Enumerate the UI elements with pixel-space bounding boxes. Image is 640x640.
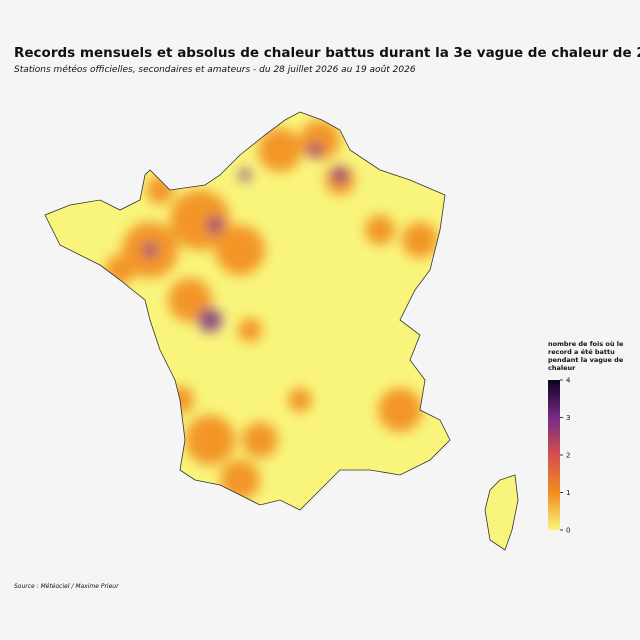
france-map — [44, 111, 519, 551]
colorbar-tick-label: 3 — [566, 414, 570, 422]
subtitle: Stations météos officielles, secondaires… — [14, 64, 416, 75]
corsica — [484, 474, 519, 551]
legend-title: nombre de fois où le — [548, 340, 624, 348]
title: Records mensuels et absolus de chaleur b… — [14, 45, 640, 61]
legend-title: chaleur — [548, 364, 576, 372]
colorbar-tick-label: 1 — [566, 489, 570, 497]
source: Source : Météociel / Maxime Prieur — [14, 583, 119, 590]
colorbar-tick-label: 0 — [566, 527, 570, 535]
legend-title: record a été battu — [548, 348, 615, 356]
colorbar-tick-label: 2 — [566, 452, 570, 460]
colorbar — [548, 380, 560, 530]
legend-title: pendant la vague de — [548, 356, 624, 364]
colorbar-tick-label: 4 — [566, 377, 571, 385]
